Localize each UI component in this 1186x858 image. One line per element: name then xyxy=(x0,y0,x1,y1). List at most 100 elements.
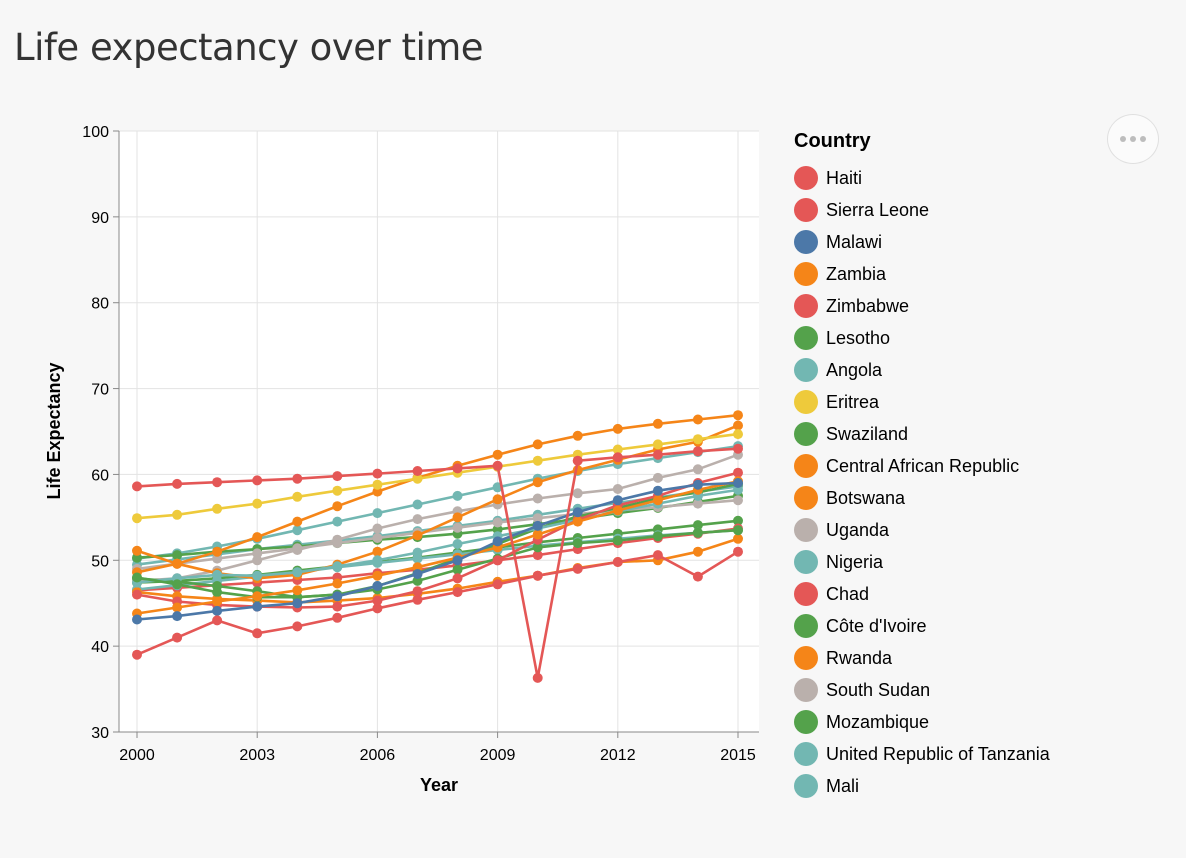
data-point xyxy=(412,594,423,605)
legend-label: Swaziland xyxy=(826,423,909,444)
x-axis-title: Year xyxy=(420,775,458,795)
legend-swatch xyxy=(794,390,818,414)
data-point xyxy=(252,532,263,543)
data-point xyxy=(492,494,503,505)
data-point xyxy=(252,570,263,581)
legend-item: United Republic of Tanzania xyxy=(794,738,1050,770)
data-point xyxy=(492,536,503,547)
data-point xyxy=(132,589,142,600)
chart-actions-button[interactable] xyxy=(1107,114,1159,164)
legend-item: Central African Republic xyxy=(794,450,1050,482)
data-point xyxy=(572,563,583,574)
data-point xyxy=(733,429,743,440)
data-point xyxy=(612,423,623,434)
data-point xyxy=(212,569,223,580)
legend-label: Côte d'Ivoire xyxy=(826,615,927,636)
more-options-icon xyxy=(1120,136,1146,142)
data-point xyxy=(532,672,543,683)
data-point xyxy=(652,531,663,542)
data-point xyxy=(372,468,383,479)
data-point xyxy=(332,516,343,527)
legend-swatch xyxy=(794,774,818,798)
data-point xyxy=(733,484,743,495)
data-point xyxy=(212,553,223,564)
legend-label: South Sudan xyxy=(826,679,931,700)
legend-item: Angola xyxy=(794,354,1050,386)
legend-swatch xyxy=(794,678,818,702)
data-point xyxy=(452,555,463,566)
axes: 30 40 50 60 70 80 90 100 2000 2003 2006 2009 2012 201… xyxy=(82,124,759,764)
series-lines xyxy=(132,410,743,683)
data-point xyxy=(733,478,743,488)
legend-item: South Sudan xyxy=(794,674,1050,706)
data-point xyxy=(612,505,623,516)
data-point xyxy=(332,612,343,623)
legend-label: Sierra Leone xyxy=(826,199,930,220)
data-point xyxy=(332,561,343,572)
data-point xyxy=(372,595,383,606)
data-point xyxy=(692,527,703,538)
data-point xyxy=(412,499,423,510)
y-tick-label: 80 xyxy=(91,296,109,313)
legend-label: Central African Republic xyxy=(826,455,1020,476)
legend-item: Mozambique xyxy=(794,706,1050,738)
data-point xyxy=(652,550,663,561)
data-point xyxy=(572,455,583,466)
legend-label: Mozambique xyxy=(826,711,930,732)
data-point xyxy=(172,632,183,643)
y-tick-label: 70 xyxy=(91,382,109,399)
legend-label: Malawi xyxy=(826,231,883,252)
data-point xyxy=(292,598,303,609)
legend-swatch xyxy=(794,518,818,542)
data-point xyxy=(292,516,303,527)
legend-item: Swaziland xyxy=(794,418,1050,450)
data-point xyxy=(532,493,543,504)
data-point xyxy=(652,449,663,460)
data-point xyxy=(252,591,263,602)
data-point xyxy=(132,545,142,556)
data-point xyxy=(572,430,583,441)
data-point xyxy=(652,495,663,506)
data-point xyxy=(652,485,663,496)
data-point xyxy=(372,581,383,591)
legend-item: Chad xyxy=(794,578,1050,610)
data-point xyxy=(612,452,623,463)
data-point xyxy=(132,614,142,625)
legend-swatch xyxy=(794,454,818,478)
legend-label: Lesotho xyxy=(826,327,891,348)
legend-swatch xyxy=(794,710,818,734)
legend-swatch xyxy=(794,550,818,574)
data-point xyxy=(332,578,343,589)
data-point xyxy=(452,564,463,575)
data-point xyxy=(212,477,223,488)
data-point xyxy=(172,558,183,569)
legend-label: Eritrea xyxy=(826,391,880,412)
data-point xyxy=(492,517,503,528)
data-point xyxy=(692,546,703,557)
data-point xyxy=(452,463,463,474)
data-point xyxy=(612,557,623,567)
data-point xyxy=(733,420,743,431)
data-point xyxy=(692,414,703,425)
legend-swatch xyxy=(794,646,818,670)
data-point xyxy=(412,473,423,484)
data-point xyxy=(452,490,463,501)
legend-item: Sierra Leone xyxy=(794,194,1050,226)
data-point xyxy=(492,579,503,590)
data-point xyxy=(372,555,383,566)
data-point xyxy=(252,498,263,509)
legend-swatch xyxy=(794,230,818,254)
legend-item: Rwanda xyxy=(794,642,1050,674)
data-point xyxy=(733,546,743,557)
data-point xyxy=(372,570,383,581)
legend: Country Haiti Sierra Leone Malawi Zambia Zim… xyxy=(794,130,1050,802)
data-point xyxy=(252,475,263,486)
legend-item: Mali xyxy=(794,770,1050,802)
data-point xyxy=(252,548,263,559)
x-tick-label: 2015 xyxy=(720,747,756,764)
data-point xyxy=(692,571,703,582)
x-tick-label: 2009 xyxy=(480,747,516,764)
data-point xyxy=(733,443,743,454)
plot-area xyxy=(119,131,759,732)
